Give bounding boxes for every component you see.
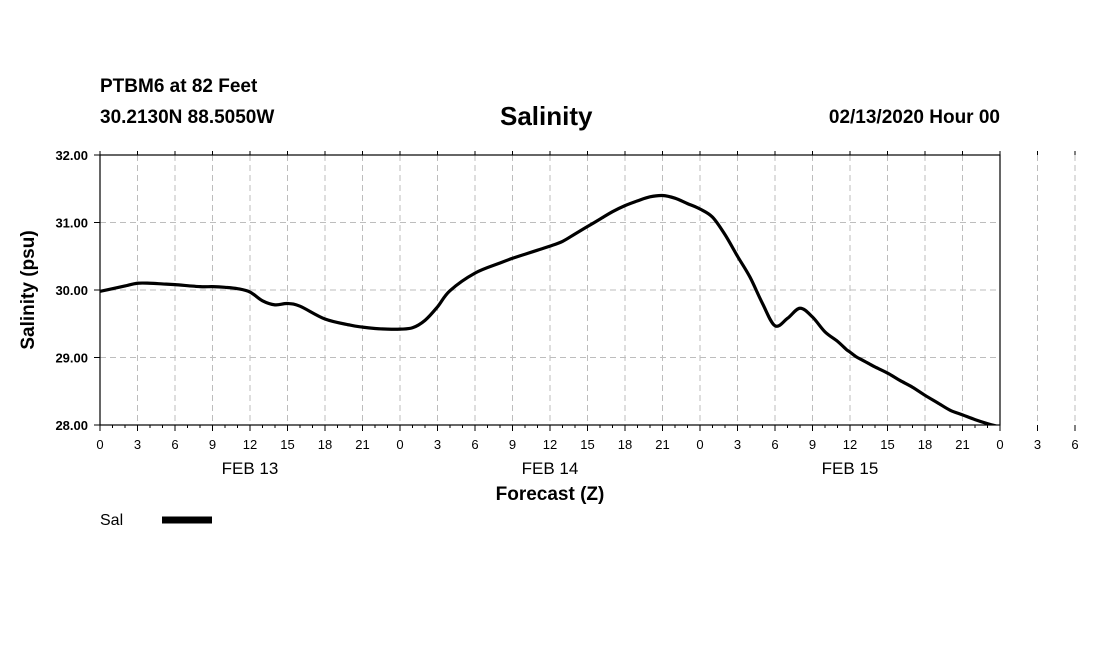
y-tick-label: 30.00 xyxy=(55,283,88,298)
x-tick-label: 0 xyxy=(696,437,703,452)
x-tick-label: 6 xyxy=(471,437,478,452)
x-tick-label: 9 xyxy=(509,437,516,452)
day-label: FEB 14 xyxy=(522,459,579,478)
x-tick-label: 3 xyxy=(734,437,741,452)
x-tick-label: 9 xyxy=(809,437,816,452)
station-title: PTBM6 at 82 Feet xyxy=(100,76,258,97)
x-tick-label: 21 xyxy=(955,437,969,452)
y-axis: 28.00 29.00 30.00 31.00 32.00 xyxy=(55,148,100,433)
day-label: FEB 15 xyxy=(822,459,879,478)
x-tick-label: 15 xyxy=(880,437,894,452)
legend: Sal xyxy=(100,512,212,529)
x-tick-label: 6 xyxy=(1071,437,1078,452)
x-tick-label: 0 xyxy=(996,437,1003,452)
grid xyxy=(100,155,1076,425)
x-axis-title: Forecast (Z) xyxy=(496,484,605,505)
chart-title: Salinity xyxy=(500,101,593,131)
x-tick-label: 12 xyxy=(543,437,557,452)
x-tick-label: 0 xyxy=(96,437,103,452)
series-layer xyxy=(100,193,999,425)
y-axis-title: Salinity (psu) xyxy=(18,230,39,349)
x-tick-label: 21 xyxy=(355,437,369,452)
y-tick-label: 28.00 xyxy=(55,418,88,433)
x-tick-label: 15 xyxy=(280,437,294,452)
series-line-sal xyxy=(100,193,999,425)
x-tick-label: 3 xyxy=(434,437,441,452)
station-coordinates: 30.2130N 88.5050W xyxy=(100,107,275,128)
x-tick-label: 9 xyxy=(209,437,216,452)
x-axis: 0369121518210369121518210369121518210369… xyxy=(96,151,1079,452)
x-tick-label: 6 xyxy=(171,437,178,452)
x-tick-label: 12 xyxy=(243,437,257,452)
y-tick-label: 31.00 xyxy=(55,216,88,231)
y-tick-label: 32.00 xyxy=(55,148,88,163)
x-tick-label: 6 xyxy=(771,437,778,452)
y-tick-label: 29.00 xyxy=(55,351,88,366)
x-tick-label: 21 xyxy=(655,437,669,452)
x-tick-label: 3 xyxy=(1034,437,1041,452)
legend-label: Sal xyxy=(100,512,123,529)
x-tick-label: 3 xyxy=(134,437,141,452)
x-tick-label: 18 xyxy=(918,437,932,452)
forecast-issue-time: 02/13/2020 Hour 00 xyxy=(828,107,1000,128)
x-tick-label: 18 xyxy=(618,437,632,452)
x-tick-label: 12 xyxy=(843,437,857,452)
x-tick-label: 15 xyxy=(580,437,594,452)
x-tick-label: 18 xyxy=(318,437,332,452)
day-label: FEB 13 xyxy=(222,459,279,478)
x-tick-label: 0 xyxy=(396,437,403,452)
